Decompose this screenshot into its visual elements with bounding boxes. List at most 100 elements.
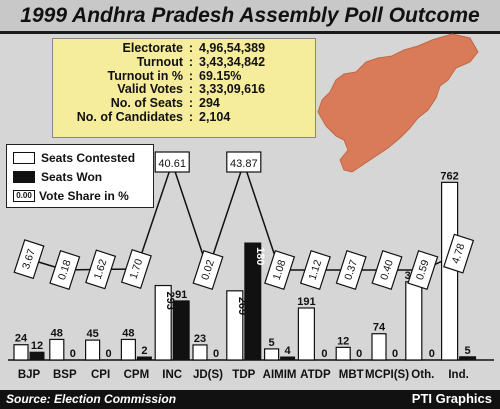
contested-bar <box>13 344 29 361</box>
stat-colon: : <box>188 41 194 55</box>
legend-won-label: Seats Won <box>41 170 103 184</box>
stat-label: Turnout <box>136 54 183 69</box>
stat-row: Valid Votes:3,33,09,616 <box>53 83 315 97</box>
won-value-label: 91 <box>175 289 187 301</box>
legend-contested-label: Seats Contested <box>41 151 136 165</box>
won-value-label: 0 <box>356 348 362 360</box>
stat-colon: : <box>188 82 194 97</box>
contested-bar <box>441 181 459 361</box>
vote-share-box <box>299 249 331 291</box>
vote-share-box <box>13 239 45 280</box>
vote-share-box <box>264 249 296 291</box>
legend-won: Seats Won <box>13 170 102 184</box>
category-label: Ind. <box>448 369 468 381</box>
contested-bar <box>405 281 423 361</box>
category-label: Oth. <box>411 369 434 381</box>
category-label: INC <box>162 369 182 381</box>
contested-value-label: 5 <box>269 337 275 349</box>
contested-bar <box>120 338 137 361</box>
stat-row: Electorate:4,96,54,389 <box>53 41 315 56</box>
andhra-pradesh-map-icon <box>317 33 479 173</box>
contested-bar <box>49 338 65 361</box>
vote-share-sample-icon: 0.00 <box>13 190 35 202</box>
category-label: AIMIM <box>263 369 297 381</box>
stat-value: 3,43,34,842 <box>199 54 266 69</box>
stat-value: 2,104 <box>199 109 231 124</box>
vote-share-box <box>226 151 262 173</box>
stat-row: Turnout:3,43,34,842 <box>53 54 315 70</box>
contested-value-label: 23 <box>194 333 206 345</box>
vote-share-box <box>85 249 117 290</box>
contested-value-label: 74 <box>373 322 386 334</box>
vote-share-box <box>335 249 367 291</box>
category-label: TDP <box>232 369 255 381</box>
source-text: Source: Election Commission <box>6 392 177 406</box>
contested-bar <box>226 290 244 361</box>
contested-bar <box>192 344 208 361</box>
won-swatch-icon <box>13 171 35 183</box>
contested-value-label: 12 <box>337 335 349 347</box>
stat-colon: : <box>188 96 194 111</box>
won-bar <box>29 351 45 361</box>
stat-value: 3,33,09,616 <box>199 82 266 97</box>
category-label: MCPI(S) <box>365 369 409 381</box>
legend: Seats Contested Seats Won 0.00 Vote Shar… <box>6 144 154 208</box>
won-value-label: 0 <box>429 348 435 360</box>
vote-share-label: 43.87 <box>230 158 258 170</box>
contested-value-label: 24 <box>15 333 28 345</box>
won-value-label: 2 <box>141 345 147 357</box>
won-value-label: 0 <box>70 348 76 360</box>
stats-panel: Electorate:4,96,54,389 Turnout:3,43,34,84… <box>52 38 316 138</box>
category-label: CPM <box>124 369 150 381</box>
stat-colon: : <box>188 68 194 83</box>
category-label: JD(S) <box>193 369 223 381</box>
contested-value-label: 45 <box>86 328 98 340</box>
contested-bar <box>297 307 315 361</box>
won-bar <box>280 356 296 361</box>
contested-bar <box>371 333 387 361</box>
contested-value-label: 269 <box>236 297 248 315</box>
footer: Source: Election Commission PTI Graphics <box>0 390 500 409</box>
stat-value: 4,96,54,389 <box>199 41 266 55</box>
vote-share-box <box>154 151 190 173</box>
contested-swatch-icon <box>13 152 35 164</box>
stat-colon: : <box>188 109 194 124</box>
won-value-label: 0 <box>213 348 219 360</box>
stat-row: No. of Seats:294 <box>53 96 315 111</box>
stat-row: Turnout in %:69.15% <box>53 68 315 84</box>
stat-label: No. of Candidates <box>76 109 183 124</box>
legend-share-label: Vote Share in % <box>39 189 129 203</box>
title-bar: 1999 Andhra Pradesh Assembly Poll Outcom… <box>0 0 500 34</box>
won-bar <box>136 356 152 361</box>
contested-bar <box>335 346 351 361</box>
chart-svg: 2412BJP3.67480BSP0.18450CPI1.62482CPM1.7… <box>8 33 494 381</box>
won-value-label: 180 <box>254 247 266 265</box>
stat-label: Valid Votes <box>117 82 183 97</box>
credit-text: PTI Graphics <box>411 391 492 406</box>
won-value-label: 4 <box>285 345 292 357</box>
won-bar <box>244 242 262 361</box>
contested-value-label: 293 <box>164 292 176 310</box>
chart-title: 1999 Andhra Pradesh Assembly Poll Outcom… <box>20 4 480 27</box>
won-value-label: 0 <box>106 348 112 360</box>
legend-share: 0.00 Vote Share in % <box>13 189 129 203</box>
category-label: MBT <box>339 369 364 381</box>
contested-value-label: 48 <box>51 327 63 339</box>
won-value-label: 0 <box>321 348 327 360</box>
won-value-label: 5 <box>465 345 471 357</box>
vote-share-label: 40.61 <box>158 158 186 170</box>
contested-value-label: 191 <box>297 296 315 308</box>
legend-contested: Seats Contested <box>13 151 135 165</box>
category-label: BJP <box>18 369 41 381</box>
stat-label: Electorate <box>122 41 183 55</box>
contested-value-label: 762 <box>440 170 458 182</box>
vote-share-box <box>192 249 224 291</box>
stat-row: No. of Candidates:2,104 <box>53 109 315 125</box>
won-value-label: 0 <box>392 348 398 360</box>
category-label: BSP <box>53 369 77 381</box>
vote-share-box <box>407 249 439 291</box>
contested-bar <box>84 339 101 361</box>
vote-share-box <box>120 248 152 290</box>
stat-value: 69.15% <box>199 68 242 83</box>
